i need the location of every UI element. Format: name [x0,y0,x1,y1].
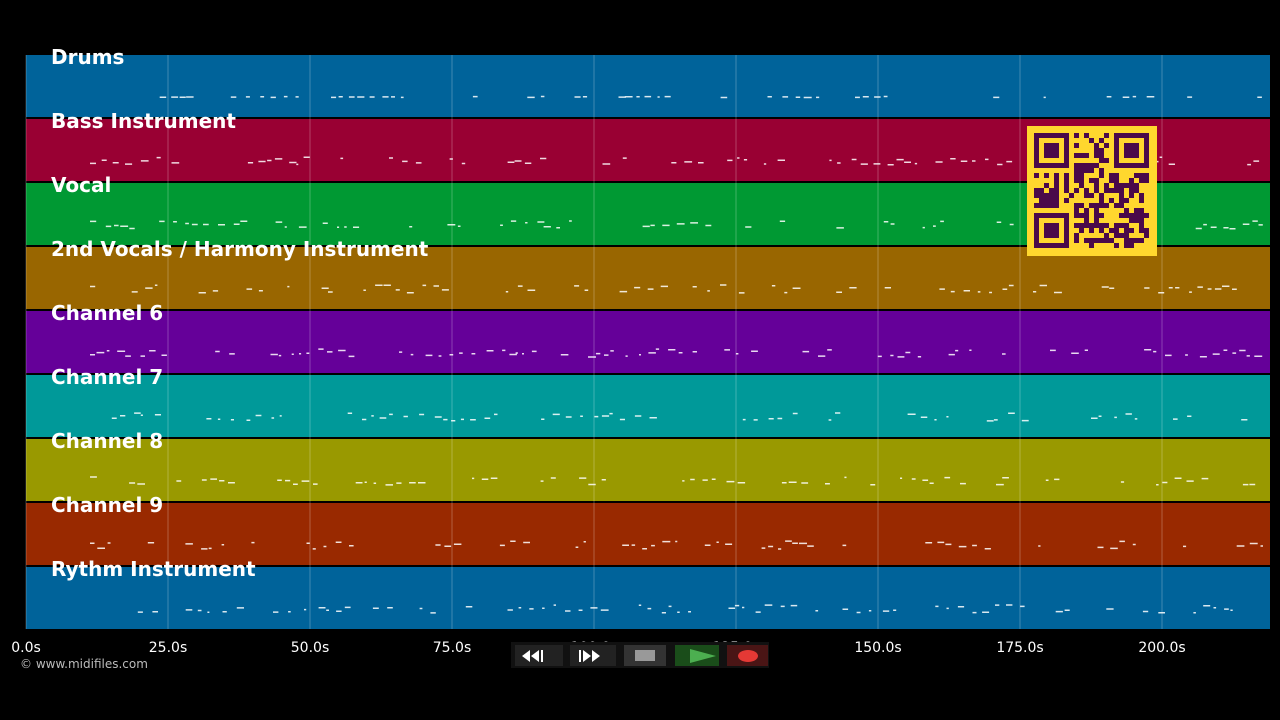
qr-code [1027,126,1157,256]
tick-label: 175.0s [996,640,1043,656]
track-label: Rythm Instrument [51,557,256,581]
qr-pattern [1034,133,1149,248]
tick-label: 0.0s [11,640,41,656]
lane [26,55,1270,117]
track-label: Vocal [51,173,111,197]
rewind-icon [522,650,543,662]
track-label: 2nd Vocals / Harmony Instrument [51,237,429,261]
notes [90,284,1237,294]
tick-label: 150.0s [854,640,901,656]
lane [26,439,1270,501]
lane [26,247,1270,309]
notes [90,476,1256,486]
notes [111,412,1248,422]
notes [90,348,1263,358]
track-label: Channel 6 [51,301,163,325]
track-label: Channel 7 [51,365,163,389]
tick-label: 50.0s [291,640,329,656]
lane [26,375,1270,437]
track-label: Drums [51,45,124,69]
copyright: © www.midifiles.com [20,657,148,671]
forward-icon [579,650,600,662]
play-icon [690,649,716,663]
notes [90,220,1263,230]
notes [159,95,1262,99]
track-label: Bass Instrument [51,109,236,133]
tick-label: 25.0s [149,640,187,656]
player-controls [511,642,769,668]
track-label: Channel 8 [51,429,163,453]
notes [137,604,1233,614]
tick-label: 200.0s [1138,640,1185,656]
notes [90,540,1263,550]
lane [26,503,1270,565]
lane [26,567,1270,629]
track-label: Channel 9 [51,493,163,517]
lane [26,311,1270,373]
tick-label: 75.0s [433,640,471,656]
record-icon [738,650,758,662]
stop-icon [635,650,655,661]
